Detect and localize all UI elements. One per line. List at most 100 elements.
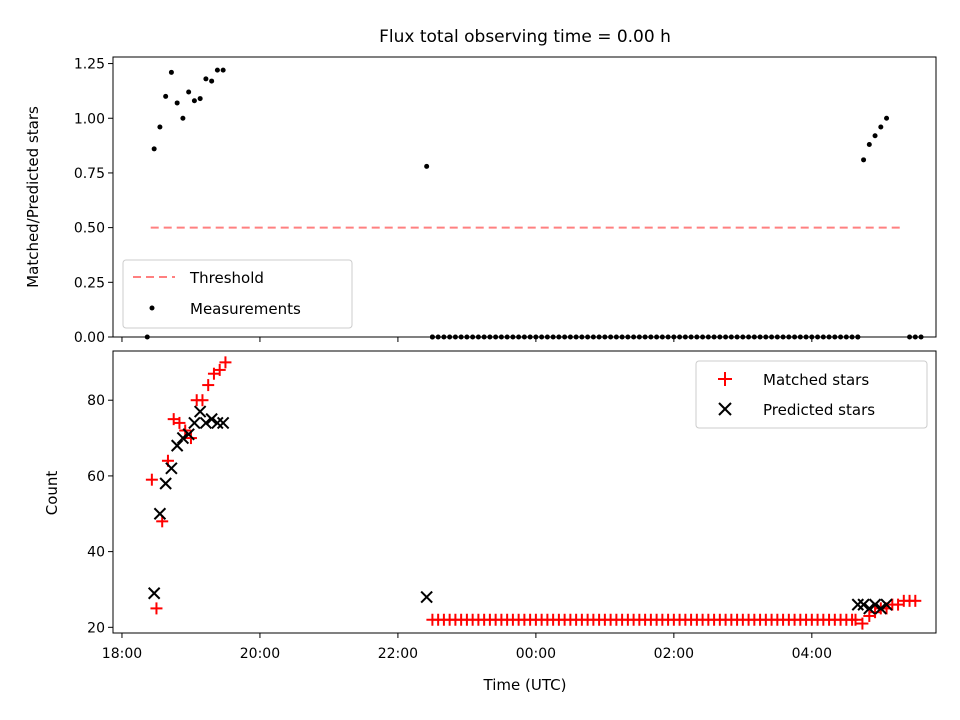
predicted-star-point xyxy=(188,416,201,430)
measurement-point xyxy=(723,334,729,340)
predicted-star-point xyxy=(874,602,888,615)
measurement-point xyxy=(700,334,706,340)
measurement-point xyxy=(220,67,226,73)
matched-star-point xyxy=(856,617,869,630)
x-tick-label: 22:00 xyxy=(378,646,418,662)
x-tick-label: 20:00 xyxy=(240,646,280,662)
measurement-point xyxy=(504,334,510,340)
x-tick-label: 02:00 xyxy=(654,646,694,662)
measurement-point xyxy=(792,334,798,340)
measurement-point xyxy=(168,69,174,75)
measurement-point xyxy=(705,334,711,340)
measurement-point xyxy=(510,334,516,340)
measurement-point xyxy=(458,334,464,340)
measurement-point xyxy=(556,334,562,340)
predicted-legend-label: Predicted stars xyxy=(763,401,875,419)
measurement-point xyxy=(809,334,815,340)
measurement-point xyxy=(533,334,539,340)
predicted-star-point xyxy=(176,431,190,445)
measurement-point xyxy=(803,334,809,340)
measurement-point xyxy=(780,334,786,340)
chart-title: Flux total observing time = 0.00 h xyxy=(379,27,671,47)
measurement-point xyxy=(493,334,499,340)
measurement-point xyxy=(197,96,203,102)
measurement-point xyxy=(209,78,215,84)
measurement-point xyxy=(746,334,752,340)
measurements-legend-label: Measurements xyxy=(190,300,301,318)
measurement-point xyxy=(521,334,527,340)
predicted-star-point xyxy=(147,587,161,600)
measurement-point xyxy=(665,334,671,340)
measurement-point xyxy=(642,334,648,340)
x-axis-label: Time (UTC) xyxy=(483,676,567,694)
measurement-point xyxy=(585,334,591,340)
bottom-y-tick-label: 40 xyxy=(87,545,105,561)
bottom-axes-frame xyxy=(112,350,937,634)
measurement-point xyxy=(884,115,890,121)
x-tick-label: 00:00 xyxy=(516,646,556,662)
matched-star-point xyxy=(150,602,163,615)
measurement-point xyxy=(163,93,169,99)
measurement-point xyxy=(659,334,665,340)
measurement-point xyxy=(855,334,861,340)
measurement-point xyxy=(820,334,826,340)
matched-star-point xyxy=(184,432,197,445)
top-y-tick-label: 1.00 xyxy=(74,111,105,127)
matched-star-point xyxy=(196,394,209,407)
measurement-point xyxy=(590,334,596,340)
measurement-point xyxy=(180,115,186,121)
measurement-point xyxy=(740,334,746,340)
threshold-legend-label: Threshold xyxy=(189,269,264,287)
measurement-point xyxy=(481,334,487,340)
measurement-point xyxy=(631,334,637,340)
predicted-star-point xyxy=(165,462,178,475)
measurement-point xyxy=(907,334,913,340)
measurement-point xyxy=(464,334,470,340)
top-y-tick-label: 0.75 xyxy=(74,166,105,182)
measurement-point xyxy=(636,334,642,340)
measurement-point xyxy=(429,334,435,340)
measurement-point xyxy=(608,334,614,340)
measurement-point xyxy=(832,334,838,340)
measurement-point xyxy=(711,334,717,340)
measurement-point xyxy=(539,334,545,340)
measurement-point xyxy=(550,334,556,340)
measurement-point xyxy=(694,334,700,340)
measurement-point xyxy=(769,334,775,340)
top-panel: Flux total observing time = 0.00 h 0.000… xyxy=(24,27,937,346)
measurement-point xyxy=(151,146,157,152)
predicted-star-point xyxy=(868,598,882,611)
top-y-tick-label: 0.25 xyxy=(74,275,105,291)
measurement-point xyxy=(763,334,769,340)
predicted-star-point xyxy=(205,412,218,426)
matched-star-point xyxy=(145,473,158,486)
bottom-y-tick-label: 20 xyxy=(87,620,105,636)
bottom-legend-box xyxy=(695,360,928,429)
predicted-star-point xyxy=(863,602,876,615)
matched-star-point xyxy=(846,613,859,626)
measurement-point xyxy=(214,67,220,73)
measurement-point xyxy=(435,334,441,340)
bottom-y-ticks: 20 40 60 80 xyxy=(87,393,113,636)
measurement-point xyxy=(843,334,849,340)
measurement-point xyxy=(573,334,579,340)
matched-star-point xyxy=(219,356,232,369)
measurement-point xyxy=(157,124,163,130)
predicted-star-point xyxy=(153,507,167,520)
predicted-star-point xyxy=(420,590,433,604)
measurement-point xyxy=(441,334,447,340)
measurement-point xyxy=(544,334,550,340)
measurement-point xyxy=(849,334,855,340)
measurement-point xyxy=(487,334,493,340)
x-tick-label: 18:00 xyxy=(102,646,142,662)
matched-legend-label: Matched stars xyxy=(763,371,869,389)
matched-star-point xyxy=(213,363,226,376)
measurement-point xyxy=(757,334,763,340)
measurement-point xyxy=(815,334,821,340)
predicted-star-point xyxy=(211,416,224,430)
measurement-point xyxy=(625,334,631,340)
measurement-point xyxy=(567,334,573,340)
measurement-point xyxy=(878,124,884,130)
